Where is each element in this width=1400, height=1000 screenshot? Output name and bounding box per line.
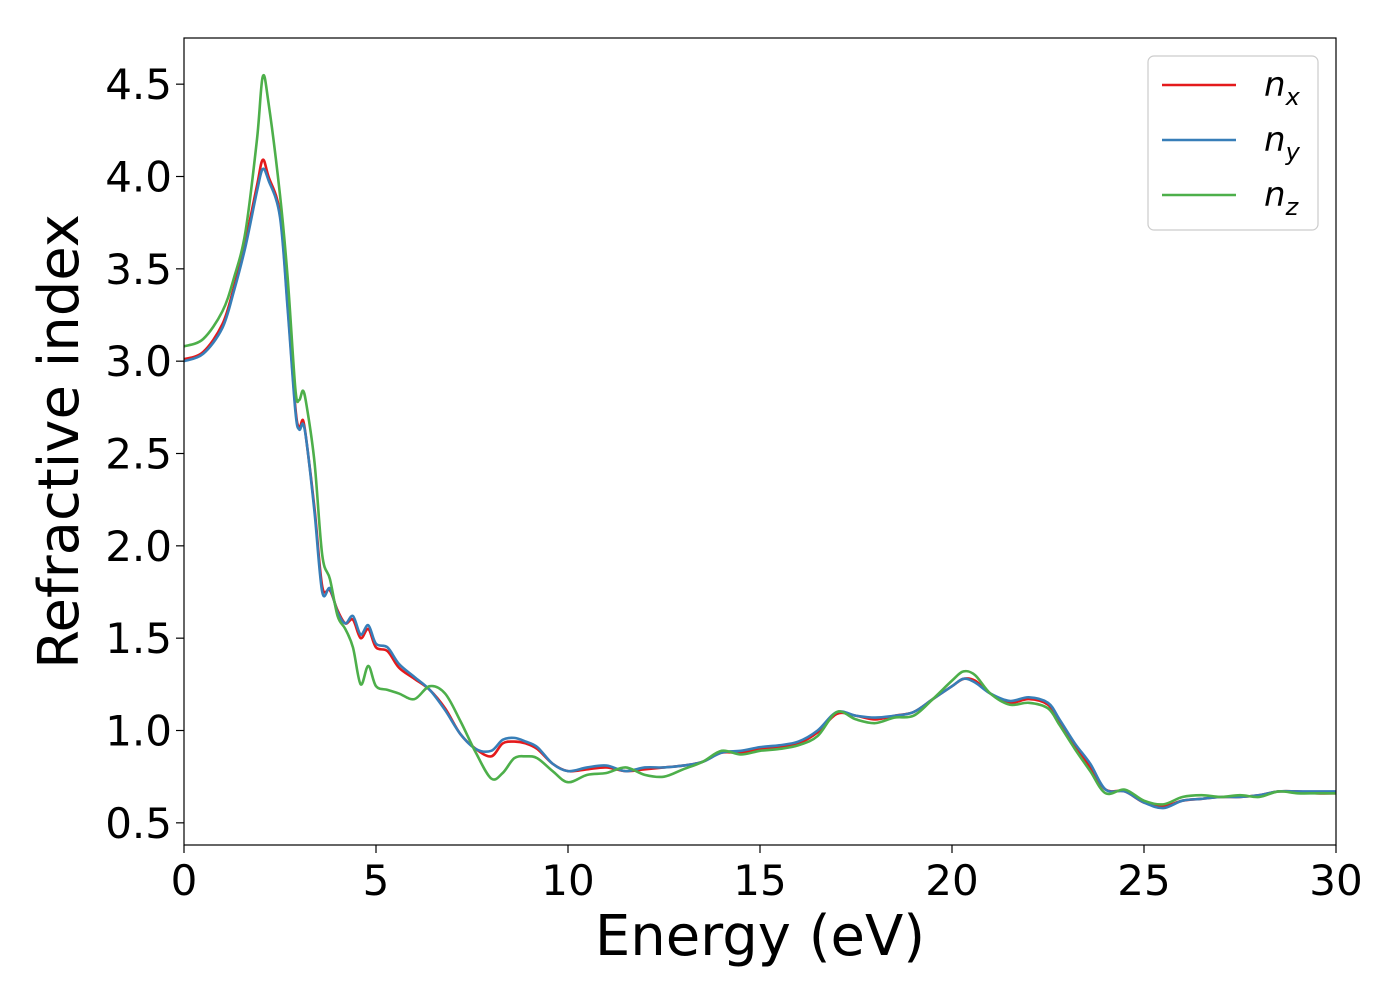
legend: nx ny nz (1147, 55, 1319, 231)
x-tick-label: 0 (171, 856, 198, 905)
x-axis-title: Energy (eV) (595, 904, 925, 969)
x-tick-label: 20 (925, 856, 978, 905)
x-tick-label: 5 (363, 856, 390, 905)
legend-box (1147, 55, 1319, 231)
y-tick-label: 3.5 (105, 245, 172, 294)
legend-label: ny (1264, 120, 1301, 166)
series-line-n-x (183, 158, 1337, 808)
series-layer (183, 74, 1337, 810)
y-axis-ticks: 0.5 1.0 1.5 2.0 2.5 3.0 3.5 4.0 4.5 (105, 60, 184, 848)
y-tick-label: 2.5 (105, 430, 172, 479)
y-axis-title: Refractive index (27, 214, 92, 669)
legend-label: nx (1264, 65, 1301, 111)
y-tick-label: 4.0 (105, 153, 172, 202)
y-tick-label: 4.5 (105, 60, 172, 109)
legend-label: nz (1264, 175, 1300, 221)
x-axis-ticks: 0 5 10 15 20 25 30 (171, 845, 1363, 905)
x-tick-label: 25 (1117, 856, 1170, 905)
x-tick-label: 30 (1309, 856, 1362, 905)
x-tick-label: 15 (733, 856, 786, 905)
y-tick-label: 1.5 (105, 614, 172, 663)
y-tick-label: 3.0 (105, 337, 172, 386)
series-line-n-z (183, 74, 1336, 806)
y-tick-label: 2.0 (105, 522, 172, 571)
y-tick-label: 1.0 (105, 707, 172, 756)
x-tick-label: 10 (541, 856, 594, 905)
series-line-n-y (183, 167, 1336, 810)
y-tick-label: 0.5 (105, 799, 172, 848)
